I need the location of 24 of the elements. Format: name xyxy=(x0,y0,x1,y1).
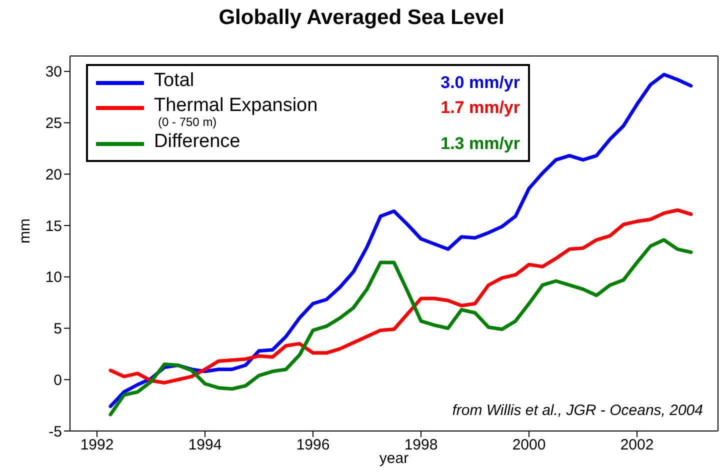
x-tick-label: 2000 xyxy=(512,436,546,454)
y-tick-label: -5 xyxy=(48,423,62,440)
annotation: 1.7 mm/yr xyxy=(440,98,520,118)
y-tick-label: 20 xyxy=(45,166,62,184)
annotation: 3.0 mm/yr xyxy=(440,73,520,93)
y-tick-label: 5 xyxy=(54,320,62,338)
x-tick-label: 1996 xyxy=(296,436,330,454)
legend-label: Thermal Expansion xyxy=(154,95,319,117)
chart-title: Globally Averaged Sea Level xyxy=(218,6,506,30)
annotation: from Willis et al., JGR - Oceans, 2004 xyxy=(452,402,703,419)
y-tick-label: 15 xyxy=(45,218,62,235)
line-series xyxy=(108,208,693,384)
legend-label: Total xyxy=(154,70,196,92)
annotation: (0 - 750 m) xyxy=(158,115,218,129)
x-tick-label: 1994 xyxy=(188,436,222,454)
x-tick-label: 2002 xyxy=(620,436,654,454)
y-tick-label: 10 xyxy=(45,269,62,286)
annotation: 1.3 mm/yr xyxy=(440,134,520,154)
y-tick-label: 30 xyxy=(45,64,62,81)
y-tick-label: 0 xyxy=(54,372,62,389)
x-tick-label: 1992 xyxy=(80,436,114,454)
y-axis-title: mm xyxy=(16,218,34,244)
legend-label: Difference xyxy=(154,131,242,153)
y-tick-label: 25 xyxy=(45,115,62,132)
